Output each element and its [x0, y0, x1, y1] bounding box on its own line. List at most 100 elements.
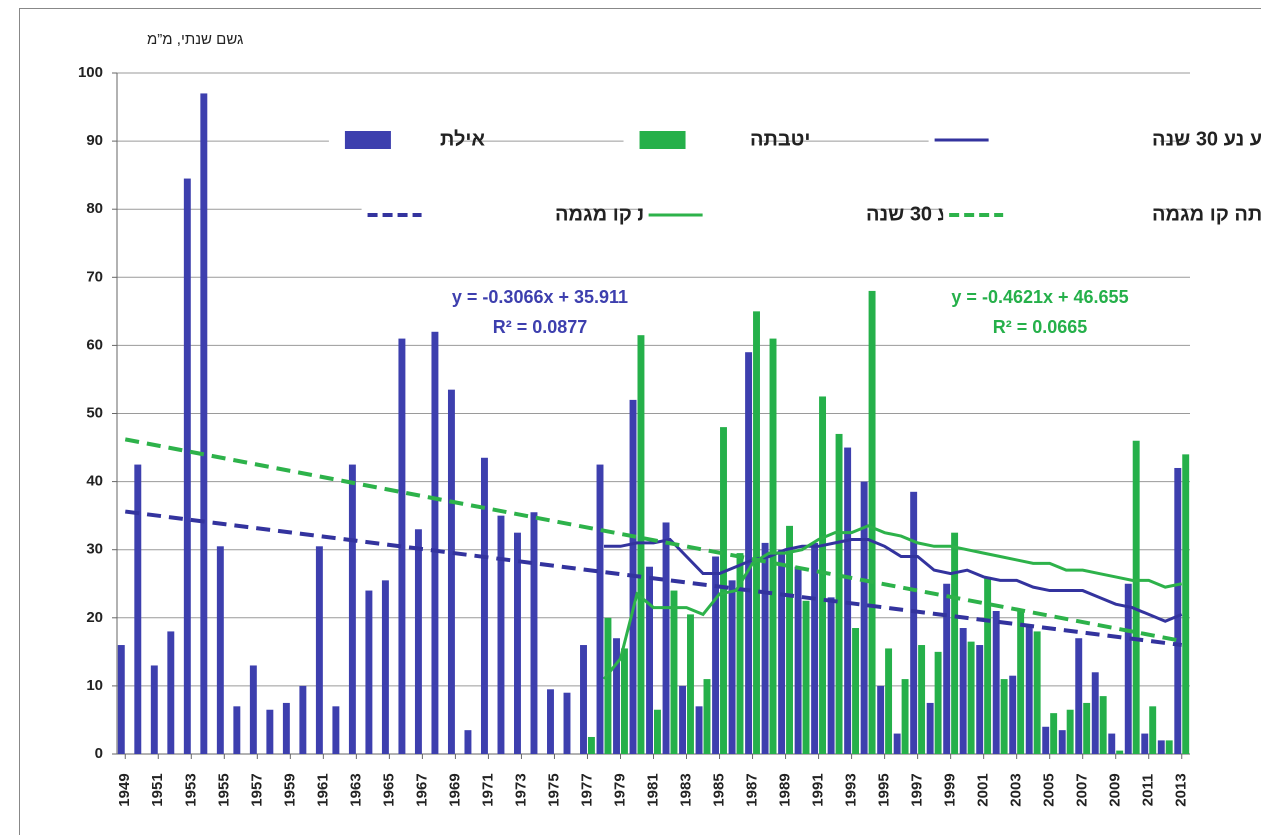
- x-tick-label: 2005: [1041, 773, 1058, 806]
- x-tick-label: 1965: [380, 773, 397, 806]
- bar: [1157, 740, 1165, 754]
- bar: [183, 178, 191, 754]
- bar: [1174, 467, 1182, 754]
- bar: [893, 733, 901, 754]
- bar: [587, 736, 595, 754]
- bar: [926, 702, 934, 754]
- bar: [844, 447, 852, 754]
- bar: [745, 352, 753, 754]
- bar: [299, 685, 307, 754]
- y-tick-label: 80: [86, 200, 103, 217]
- legend-item: יטבתה קו מגמה: [943, 199, 1261, 231]
- bar: [117, 645, 125, 754]
- legend-swatch: [639, 131, 686, 149]
- bar: [1025, 624, 1033, 754]
- bar: [1099, 696, 1107, 754]
- bar: [547, 689, 554, 754]
- x-tick-label: 1977: [578, 773, 595, 806]
- legend-item: ממוצע נע 30 שנה: [928, 124, 1261, 156]
- legend-label: יטבתה קו מגמה: [1152, 203, 1261, 225]
- bar: [1141, 733, 1149, 754]
- bar: [670, 590, 678, 754]
- bar: [934, 651, 942, 754]
- bar: [761, 542, 769, 754]
- bar: [497, 515, 505, 754]
- bar: [381, 580, 389, 754]
- x-tick-label: 2003: [1008, 773, 1025, 806]
- bar: [1000, 679, 1008, 754]
- x-tick-label: 1959: [281, 773, 298, 806]
- bar: [1116, 750, 1124, 754]
- y-tick-label: 70: [86, 268, 103, 285]
- legend-label: אילת: [440, 128, 485, 150]
- bar: [885, 648, 893, 754]
- bar: [1182, 454, 1190, 754]
- bar: [703, 679, 711, 754]
- bar: [877, 685, 885, 754]
- bar: [819, 396, 827, 754]
- legend-swatch: [344, 131, 391, 149]
- trend-line: [125, 509, 1183, 648]
- bar: [282, 702, 290, 754]
- bar: [464, 730, 472, 754]
- bar: [431, 331, 439, 754]
- x-tick-label: 1967: [413, 773, 430, 806]
- bar: [868, 290, 876, 754]
- bar: [695, 706, 703, 754]
- bar: [1132, 440, 1140, 754]
- bar: [580, 645, 587, 754]
- bar: [1149, 706, 1157, 754]
- bar: [216, 546, 224, 754]
- bar: [910, 491, 918, 754]
- bar: [1042, 726, 1050, 754]
- bar: [687, 614, 694, 754]
- bar: [753, 311, 760, 754]
- trend-equation: R² = 0.0665: [993, 317, 1088, 337]
- bar: [315, 546, 323, 754]
- y-tick-label: 50: [86, 404, 103, 421]
- bar: [637, 335, 645, 754]
- bar: [365, 590, 373, 754]
- bar: [233, 706, 241, 754]
- bar: [959, 628, 967, 754]
- bar: [620, 648, 628, 754]
- bar: [712, 556, 720, 754]
- x-tick-label: 2009: [1107, 773, 1124, 806]
- x-tick-label: 1963: [347, 773, 364, 806]
- bar: [646, 566, 653, 754]
- bar: [984, 576, 992, 754]
- x-tick-label: 1983: [677, 773, 694, 806]
- x-tick-label: 1981: [644, 773, 661, 806]
- bar: [167, 631, 175, 754]
- x-tick-label: 1997: [909, 773, 926, 806]
- bar: [860, 481, 868, 754]
- bar: [802, 600, 810, 754]
- y-tick-label: 20: [86, 609, 103, 626]
- trend-line: [124, 437, 1183, 643]
- bar: [1091, 672, 1099, 754]
- y-tick-label: 10: [86, 677, 103, 694]
- legend-item: יטבתה: [623, 124, 810, 156]
- bar: [811, 542, 819, 754]
- x-tick-label: 2013: [1173, 773, 1190, 806]
- y-tick-label: 40: [86, 473, 103, 490]
- bar: [943, 583, 951, 754]
- bar: [769, 338, 777, 754]
- bar: [266, 709, 274, 754]
- y-tick-label: 60: [86, 336, 103, 353]
- x-tick-label: 1955: [215, 773, 232, 806]
- bar: [398, 338, 406, 754]
- x-tick-label: 1971: [479, 773, 496, 806]
- bar: [249, 665, 257, 754]
- moving-average-line: [603, 537, 1183, 623]
- moving-average-line: [602, 524, 1183, 681]
- bar: [332, 706, 340, 754]
- x-tick-label: 1989: [777, 773, 794, 806]
- bar: [654, 709, 661, 754]
- bar: [662, 522, 670, 754]
- legend-label: ממוצע נע 30 שנה: [1152, 128, 1261, 150]
- x-tick-label: 1949: [116, 773, 133, 806]
- bar: [200, 93, 208, 755]
- bar: [951, 532, 959, 754]
